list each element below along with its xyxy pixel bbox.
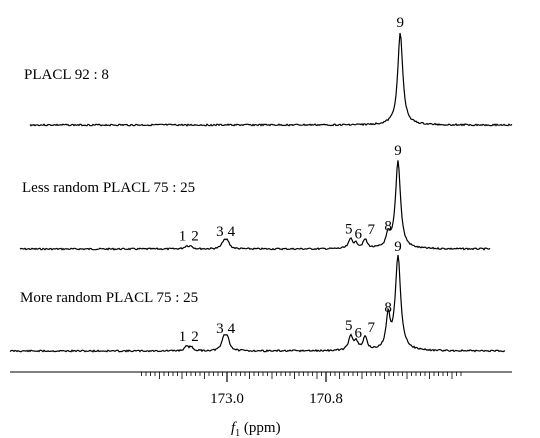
- x-axis-title: f1 (ppm): [231, 420, 281, 438]
- peak-label-4: 4: [228, 321, 236, 337]
- peak-label-9: 9: [394, 143, 402, 159]
- peak-label-8: 8: [384, 219, 392, 235]
- peak-label-4: 4: [228, 224, 236, 240]
- peak-label-9: 9: [397, 15, 405, 31]
- peak-label-1: 1: [179, 329, 187, 345]
- series-label-placl-92-8: PLACL 92 : 8: [24, 67, 109, 83]
- spectrum-trace-more-random: [9, 254, 506, 353]
- peak-label-6: 6: [354, 326, 362, 342]
- x-axis-ticks: [141, 372, 462, 382]
- series-label-more-random: More random PLACL 75 : 25: [20, 290, 198, 306]
- peak-label-7: 7: [367, 222, 375, 238]
- peak-label-9: 9: [394, 239, 402, 255]
- peak-label-7: 7: [367, 320, 375, 336]
- peak-label-3: 3: [216, 224, 224, 240]
- x-axis-tick-labels: 173.0 170.8: [210, 391, 343, 407]
- peak-label-1: 1: [179, 228, 187, 244]
- peak-labels-placl-92-8: 9: [397, 15, 405, 31]
- x-axis: 173.0 170.8 f1 (ppm): [10, 371, 512, 438]
- peak-label-3: 3: [216, 321, 224, 337]
- peak-labels-more-random: 1 2 3 4 5 6 78 9: [179, 239, 402, 345]
- spectrum-trace-less-random: [19, 160, 491, 251]
- spectrum-trace-placl-92-8: [29, 32, 513, 127]
- peak-label-5: 5: [345, 318, 353, 334]
- peak-label-6: 6: [354, 227, 362, 243]
- peak-labels-less-random: 1 2 3 4 5 6 7 8 9: [179, 143, 402, 244]
- x-tick-label: 173.0: [210, 391, 244, 407]
- peak-label-2: 2: [191, 228, 199, 244]
- x-tick-label: 170.8: [309, 391, 343, 407]
- peak-label-2: 2: [191, 329, 199, 345]
- peak-label-5: 5: [345, 221, 353, 237]
- panel-more-random: More random PLACL 75 : 25 1 2 3 4 5 6 78 9: [9, 239, 506, 353]
- peak-label-8: 8: [384, 300, 392, 316]
- panel-less-random: Less random PLACL 75 : 25 1 2 3 4 5 6 7 8 9: [19, 143, 491, 251]
- series-label-less-random: Less random PLACL 75 : 25: [22, 180, 195, 196]
- panel-placl-92-8: PLACL 92 : 8 9: [24, 15, 513, 127]
